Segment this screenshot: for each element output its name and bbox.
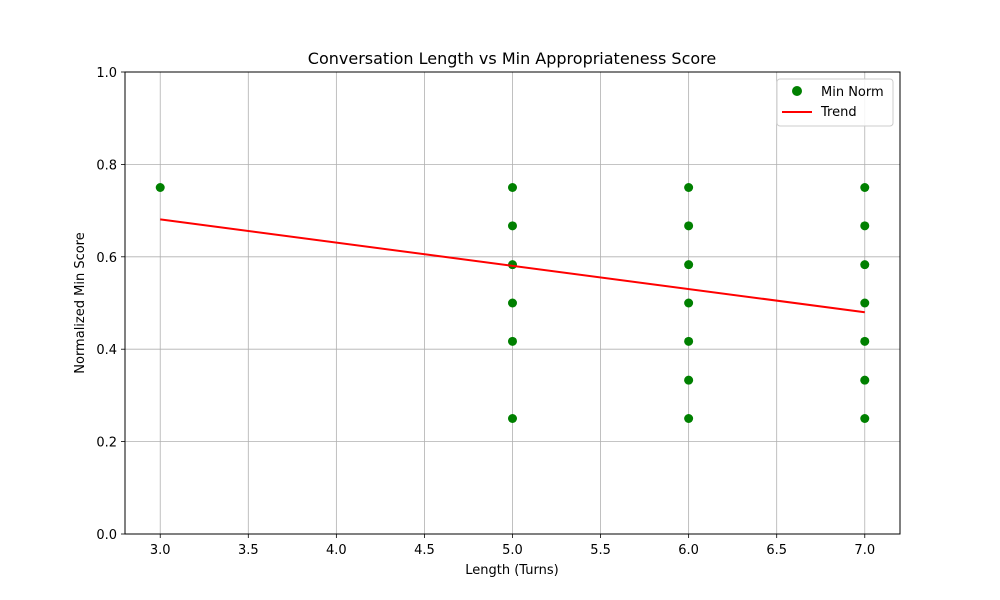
scatter-point xyxy=(684,375,694,385)
scatter-point xyxy=(860,336,870,346)
scatter-point xyxy=(860,221,870,231)
scatter-point xyxy=(860,260,870,270)
y-axis-label: Normalized Min Score xyxy=(73,232,88,373)
scatter-point xyxy=(508,183,517,192)
y-tick-label: 0.0 xyxy=(96,528,117,543)
scatter-point xyxy=(508,298,517,308)
scatter-point xyxy=(155,183,165,192)
scatter-point xyxy=(684,221,694,231)
legend: Min Norm Trend xyxy=(776,78,894,127)
scatter-point xyxy=(860,298,870,308)
chart-title: Conversation Length vs Min Appropriatene… xyxy=(308,49,716,68)
y-tick-label: 0.4 xyxy=(96,343,117,358)
legend-label-trend: Trend xyxy=(820,105,857,120)
x-tick-label: 5.0 xyxy=(502,543,523,558)
legend-box xyxy=(776,78,894,127)
x-tick-label: 4.5 xyxy=(414,543,435,558)
scatter-point xyxy=(508,221,517,231)
y-tick-label: 0.8 xyxy=(96,158,117,173)
x-tick-label: 3.5 xyxy=(238,543,259,558)
scatter-point xyxy=(684,183,694,192)
x-tick-label: 4.0 xyxy=(326,543,347,558)
legend-label-min-norm: Min Norm xyxy=(821,85,884,100)
x-tick-label: 7.0 xyxy=(854,543,875,558)
ticks: 3.0 3.5 4.0 4.5 5.0 5.5 6.0 6.5 7.0 0.0 0.2 0.4 0.6 0… xyxy=(96,66,875,558)
scatter-point xyxy=(860,183,870,192)
scatter-point xyxy=(684,298,694,308)
y-tick-label: 0.6 xyxy=(96,251,117,266)
scatter-point xyxy=(684,260,694,270)
scatter-point xyxy=(684,336,694,346)
x-tick-label: 5.5 xyxy=(590,543,611,558)
scatter-point xyxy=(860,375,870,385)
scatter-point xyxy=(508,414,517,423)
x-tick-label: 6.0 xyxy=(678,543,699,558)
y-tick-label: 0.2 xyxy=(96,436,117,451)
plot-data xyxy=(155,183,870,423)
x-tick-label: 6.5 xyxy=(766,543,787,558)
x-axis-label: Length (Turns) xyxy=(465,563,558,578)
scatter-point xyxy=(508,336,517,346)
scatter-point xyxy=(860,414,870,423)
legend-marker-min-norm xyxy=(792,86,802,96)
scatter-point xyxy=(684,414,694,423)
y-tick-label: 1.0 xyxy=(96,66,117,81)
x-tick-label: 3.0 xyxy=(150,543,171,558)
trend-line xyxy=(160,218,865,314)
